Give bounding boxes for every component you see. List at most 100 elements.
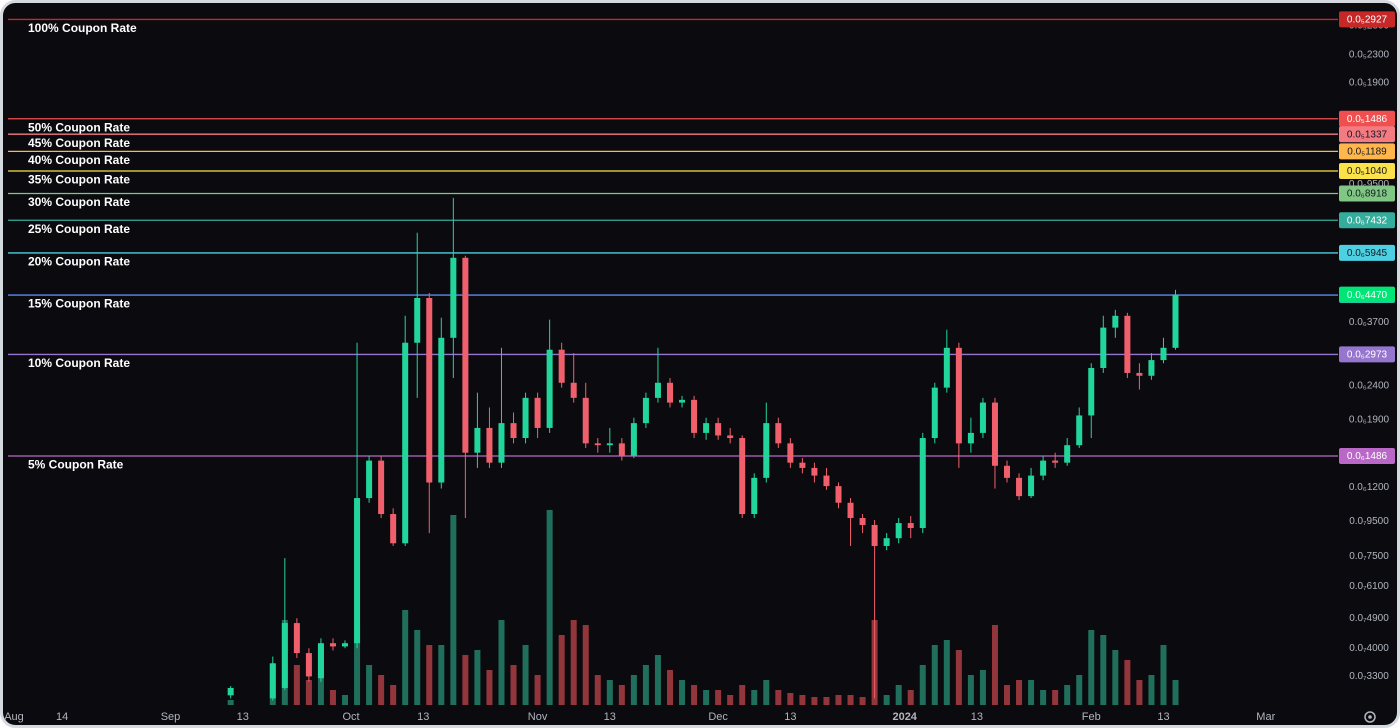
candle-body — [895, 523, 902, 539]
candle-body — [570, 382, 577, 398]
candle-body — [498, 423, 505, 463]
level-label: 100% Coupon Rate — [28, 21, 137, 35]
level-label: 10% Coupon Rate — [28, 356, 130, 370]
candle-body — [354, 498, 361, 644]
candle-body — [666, 382, 673, 403]
volume-bar — [715, 690, 722, 705]
level-label: 15% Coupon Rate — [28, 297, 130, 311]
volume-bar — [666, 670, 673, 705]
y-tick-label: 0.0₆2400 — [1349, 380, 1390, 391]
volume-bar — [570, 620, 577, 705]
candle-body — [522, 397, 529, 439]
volume-bar — [558, 635, 565, 705]
x-tick-label: Mar — [1256, 711, 1275, 723]
candle-body — [474, 427, 481, 453]
volume-bar — [763, 680, 770, 705]
candle-body — [1064, 445, 1071, 463]
x-tick-label: Oct — [342, 711, 359, 723]
volume-bar — [534, 675, 541, 705]
volume-bar — [618, 685, 625, 705]
volume-layer — [227, 510, 1179, 705]
level-label: 20% Coupon Rate — [28, 255, 130, 269]
level-label: 25% Coupon Rate — [28, 222, 130, 236]
volume-bar — [1028, 680, 1035, 705]
y-tick-label: 0.0₇4900 — [1349, 613, 1389, 624]
volume-bar — [691, 685, 698, 705]
x-tick-label: Aug — [4, 711, 24, 723]
candle-body — [390, 514, 397, 544]
last-price-tag — [1339, 286, 1395, 303]
candle-body — [618, 443, 625, 456]
volume-bar — [1016, 680, 1023, 705]
candle-body — [727, 435, 734, 439]
volume-bar — [751, 690, 758, 705]
candle-body — [546, 349, 553, 428]
volume-bar — [1112, 650, 1119, 705]
candle-body — [691, 399, 698, 433]
volume-bar — [919, 665, 926, 705]
level-price-tag — [1339, 143, 1395, 160]
volume-bar — [1040, 690, 1047, 705]
level-price-tag — [1339, 110, 1395, 127]
volume-bar — [642, 665, 649, 705]
candle-body — [967, 432, 974, 444]
candle-body — [378, 460, 385, 515]
volume-bar — [1076, 675, 1083, 705]
settings-dot[interactable] — [1368, 715, 1372, 719]
x-tick-label: Sep — [161, 711, 181, 723]
y-tick-label: 0.0₇4000 — [1349, 643, 1389, 654]
candle-body — [715, 423, 722, 436]
level-price-tag-label: 0.0₆1486 — [1347, 451, 1388, 462]
candle-body — [402, 342, 409, 544]
candle-body — [426, 298, 433, 483]
candle-body — [859, 518, 866, 525]
candle-body — [305, 653, 312, 677]
candle-body — [438, 337, 445, 483]
x-tick-label: 13 — [604, 711, 616, 723]
volume-bar — [907, 690, 914, 705]
candle-body — [679, 399, 686, 403]
volume-bar — [739, 685, 746, 705]
volume-bar — [1172, 680, 1179, 705]
candle-body — [991, 402, 998, 466]
volume-bar — [1088, 630, 1095, 705]
volume-bar — [931, 645, 938, 705]
candle-body — [630, 423, 637, 456]
x-tick-label: Dec — [708, 711, 728, 723]
volume-bar — [703, 690, 710, 705]
y-tick-label: 0.0₅1900 — [1349, 77, 1390, 88]
volume-bar — [582, 625, 589, 705]
candle-body — [835, 486, 842, 503]
candle-body — [751, 477, 758, 515]
candle-body — [907, 523, 914, 528]
candle-body — [1112, 315, 1119, 328]
volume-bar — [378, 675, 385, 705]
level-price-tag — [1339, 244, 1395, 261]
level-price-tag-label: 0.0₆5945 — [1347, 248, 1388, 259]
last-price-tag-label: 0.0₆4470 — [1347, 290, 1388, 301]
level-price-tag-label: 0.0₅1337 — [1347, 129, 1388, 140]
settings-icon[interactable] — [1364, 711, 1376, 723]
candle-body — [462, 257, 469, 453]
x-tick-label: 13 — [417, 711, 429, 723]
candle-body — [606, 443, 613, 446]
y-tick-label: 0.0₅2300 — [1349, 49, 1390, 60]
candle-body — [594, 443, 601, 446]
settings-ring[interactable] — [1364, 711, 1376, 723]
candle-body — [510, 423, 517, 439]
volume-bar — [227, 700, 234, 705]
candle-body — [811, 467, 818, 476]
level-price-tag — [1339, 212, 1395, 229]
candle-body — [1076, 415, 1083, 446]
volume-bar — [522, 645, 529, 705]
volume-bar — [498, 620, 505, 705]
level-label: 30% Coupon Rate — [28, 195, 130, 209]
volume-bar — [787, 693, 794, 705]
volume-bar — [606, 680, 613, 705]
candle-body — [763, 423, 770, 478]
candle-body — [787, 443, 794, 463]
level-price-tag-label: 0.0₅1486 — [1347, 114, 1388, 125]
levels-layer: 100% Coupon Rate 50% Coupon Rate 45% Coupo… — [8, 18, 1338, 472]
x-tick-label: 13 — [1157, 711, 1169, 723]
volume-bar — [883, 695, 890, 705]
